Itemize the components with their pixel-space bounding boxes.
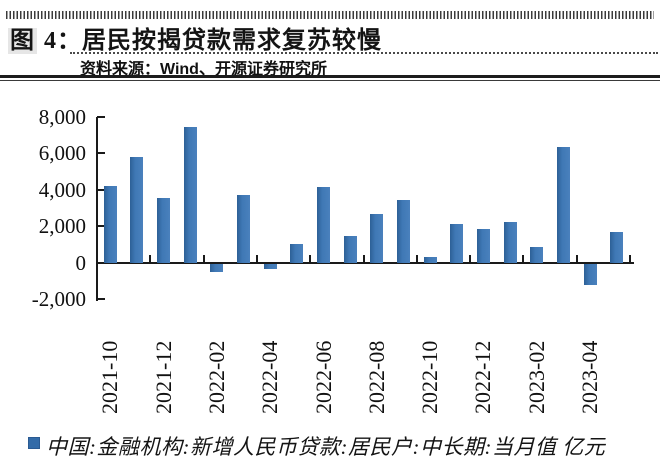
bar-2023-04 bbox=[583, 263, 597, 285]
y-axis-label: 8,000 bbox=[38, 105, 86, 129]
y-axis-label: 0 bbox=[75, 250, 87, 275]
chart-legend: 中国:金融机构:新增人民币贷款:居民户:中长期:当月值 亿元 bbox=[28, 431, 605, 461]
bar-2022-12 bbox=[476, 228, 490, 263]
x-axis-tick bbox=[309, 254, 312, 263]
bar-2021-11 bbox=[130, 156, 144, 263]
y-axis-tick bbox=[97, 116, 105, 118]
bar-2023-01 bbox=[503, 221, 517, 263]
bar-2022-01 bbox=[183, 127, 197, 263]
y-axis-tick bbox=[97, 188, 105, 191]
y-axis-tick bbox=[97, 152, 105, 155]
x-axis-tick bbox=[522, 254, 525, 263]
x-axis-label: 2021-10 bbox=[97, 340, 123, 414]
bar-2022-09 bbox=[396, 199, 410, 263]
figure-title-text: 4：居民按揭贷款需求复苏较慢 bbox=[37, 28, 382, 54]
y-axis-tick bbox=[97, 225, 105, 228]
y-axis-label: 6,000 bbox=[38, 141, 86, 166]
legend-label: 中国:金融机构:新增人民币贷款:居民户:中长期:当月值 亿元 bbox=[46, 435, 606, 459]
x-axis-tick bbox=[415, 254, 418, 263]
bar-2022-07 bbox=[343, 235, 357, 263]
x-axis-tick bbox=[202, 254, 205, 263]
bar-2023-02 bbox=[530, 246, 544, 263]
header-rule-thick bbox=[0, 75, 660, 78]
x-axis-label: 2022-08 bbox=[363, 340, 389, 414]
header-rule-thin bbox=[0, 80, 660, 81]
source-line: 资料来源：Wind、开源证券研究所 bbox=[80, 61, 327, 78]
bar-2022-03 bbox=[237, 194, 251, 263]
bar-2022-05 bbox=[290, 243, 304, 263]
x-axis-label: 2023-04 bbox=[577, 340, 603, 414]
x-axis-tick bbox=[575, 254, 578, 263]
top-hatch-border bbox=[6, 11, 654, 19]
y-axis-label: 4,000 bbox=[38, 177, 86, 202]
x-axis-label: 2023-02 bbox=[523, 340, 549, 414]
x-axis-label: 2022-04 bbox=[257, 340, 283, 414]
x-axis-line bbox=[96, 261, 634, 264]
bar-2021-10 bbox=[103, 185, 117, 263]
x-axis-label: 2022-06 bbox=[310, 340, 336, 414]
bar-2022-04 bbox=[263, 263, 277, 270]
bar-2021-12 bbox=[157, 197, 171, 263]
bar-2022-02 bbox=[210, 263, 224, 272]
y-axis-label: 2,000 bbox=[38, 214, 86, 239]
x-axis-label: 2021-12 bbox=[150, 340, 176, 414]
x-axis-label: 2022-02 bbox=[203, 340, 229, 414]
bar-2022-11 bbox=[450, 224, 464, 263]
figure-label: 图 bbox=[8, 28, 37, 54]
bar-2023-03 bbox=[556, 147, 570, 263]
y-axis-line bbox=[96, 117, 98, 301]
bar-2022-08 bbox=[370, 214, 384, 263]
y-axis-label: -2,000 bbox=[31, 287, 86, 311]
bar-2023-05 bbox=[610, 231, 624, 263]
x-axis-tick bbox=[362, 254, 365, 263]
title-separator bbox=[70, 52, 658, 54]
x-axis-tick bbox=[255, 254, 258, 263]
x-axis-tick bbox=[629, 254, 631, 263]
legend-marker-square bbox=[28, 437, 40, 449]
y-axis-tick bbox=[97, 298, 105, 300]
bar-2022-06 bbox=[317, 186, 331, 263]
bar-2022-10 bbox=[423, 256, 437, 263]
x-axis-tick bbox=[149, 254, 152, 263]
figure-title: 图 4：居民按揭贷款需求复苏较慢 bbox=[8, 20, 382, 55]
x-axis-label: 2022-10 bbox=[417, 340, 443, 414]
x-axis-label: 2022-12 bbox=[470, 340, 496, 414]
x-axis-tick bbox=[469, 254, 472, 263]
